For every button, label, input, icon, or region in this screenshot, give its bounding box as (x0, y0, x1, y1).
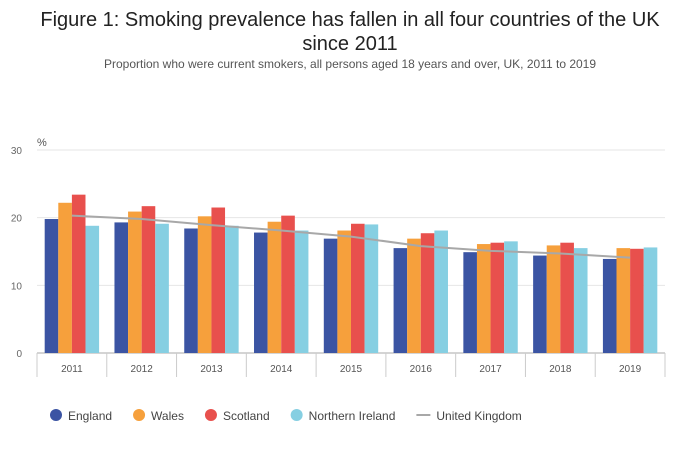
x-tick-label: 2014 (270, 364, 293, 375)
bar-scotland (71, 194, 86, 353)
bar-scotland (630, 248, 644, 353)
bar-northern-ireland (434, 230, 448, 353)
bar-northern-ireland (573, 248, 588, 353)
x-tick-label: 2013 (200, 364, 223, 375)
x-tick-label: 2018 (549, 364, 572, 375)
x-tick-label: 2017 (479, 364, 502, 375)
bar-england (602, 258, 617, 353)
bar-england (533, 255, 547, 353)
legend-label-scotland: Scotland (223, 409, 270, 423)
legend-marker-wales (133, 409, 146, 421)
bar-northern-ireland (155, 223, 169, 353)
bar-northern-ireland (225, 225, 239, 353)
legend-marker-scotland (204, 409, 217, 421)
bar-wales (58, 202, 72, 353)
x-tick-label: 2012 (131, 364, 154, 375)
bar-northern-ireland (294, 230, 309, 353)
bar-wales (197, 216, 212, 353)
bar-wales (128, 211, 142, 353)
bar-england (114, 222, 129, 353)
y-tick-label: 0 (16, 349, 22, 360)
line-united-kingdom (71, 214, 631, 259)
y-axis-label: % (37, 137, 47, 149)
legend-label-united-kingdom: United Kingdom (436, 409, 521, 423)
x-tick-label: 2016 (410, 364, 433, 375)
bar-wales (337, 230, 351, 353)
legend-marker-northern-ireland (290, 409, 303, 421)
y-tick-label: 10 (11, 281, 23, 292)
bar-england (463, 252, 477, 353)
chart-subtitle: Proportion who were current smokers, all… (103, 57, 597, 71)
bar-wales (407, 238, 421, 353)
bar-scotland (351, 223, 365, 353)
chart-title: Figure 1: Smoking prevalence has fallen … (40, 9, 660, 55)
bar-scotland (420, 233, 435, 353)
bar-wales (476, 244, 491, 353)
x-tick-label: 2015 (340, 364, 363, 375)
bar-scotland (490, 242, 505, 353)
bar-scotland (560, 242, 574, 353)
bar-northern-ireland (643, 247, 658, 353)
bar-england (323, 238, 338, 353)
legend-marker-england (50, 409, 62, 421)
bar-england (393, 248, 408, 353)
legend-label-wales: Wales (151, 409, 184, 423)
bar-scotland (141, 206, 156, 353)
bar-england (44, 219, 59, 353)
x-tick-label: 2019 (619, 364, 642, 375)
legend-label-northern-ireland: Northern Ireland (309, 409, 396, 423)
bar-scotland (211, 207, 226, 353)
bar-wales (267, 221, 282, 353)
bar-northern-ireland (504, 241, 518, 353)
bar-wales (616, 248, 631, 353)
bar-england (184, 228, 198, 353)
y-tick-label: 20 (11, 214, 23, 225)
x-tick-label: 2011 (61, 364, 83, 375)
legend-label-england: England (68, 409, 112, 423)
y-tick-label: 30 (11, 146, 23, 157)
bar-wales (546, 245, 561, 353)
bar-northern-ireland (85, 225, 100, 353)
bar-scotland (281, 215, 295, 353)
bar-northern-ireland (364, 224, 379, 353)
bar-england (254, 232, 268, 353)
